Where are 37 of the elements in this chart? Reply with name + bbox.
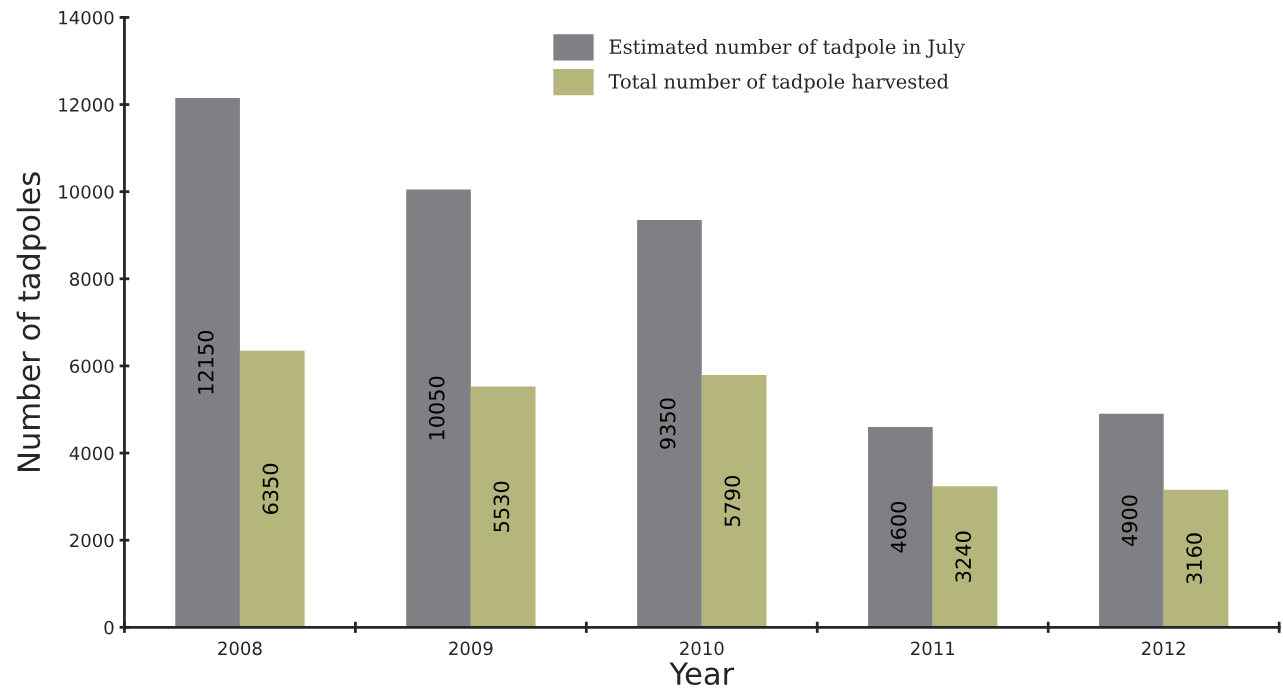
x-tick-label: 2011 [911,641,955,656]
y-tick-label: 4000 [69,446,114,461]
data-label: 10050 [428,376,445,440]
data-label: 9350 [659,398,676,449]
data-label: 5530 [493,481,510,532]
data-label: 4600 [890,501,907,553]
x-tick-label: 2012 [1142,641,1185,656]
legend-label: Total number of tadpole harvested [608,73,949,93]
data-label: 12150 [197,330,214,394]
bar [1163,489,1229,628]
bar [239,350,305,628]
x-axis-title: Year [669,662,735,686]
data-label: 5790 [724,476,741,527]
x-tick-label: 2008 [218,641,262,656]
bar [701,375,767,628]
bar [868,426,933,628]
y-tick-label: 8000 [70,272,114,286]
data-label: 4900 [1121,495,1138,547]
bar [175,98,240,628]
y-tick-label: 6000 [70,359,114,374]
bar [1099,413,1164,628]
bar [932,486,998,628]
y-tick-label: 10000 [59,185,114,199]
y-tick-label: 0 [104,620,114,635]
bar [406,189,471,628]
data-label: 6350 [262,463,279,515]
legend-label: Estimated number of tadpole in July [609,39,965,59]
data-label: 3240 [955,531,972,582]
y-tick-label: 2000 [70,533,114,548]
x-tick-label: 2009 [449,641,493,656]
x-tick-label: 2010 [680,641,724,656]
data-label: 3160 [1186,533,1203,584]
y-tick-label: 14000 [59,10,114,25]
y-axis-title: Number of tadpoles [16,172,47,471]
y-tick-label: 12000 [59,98,114,112]
bar [637,219,702,628]
bar [470,386,536,628]
